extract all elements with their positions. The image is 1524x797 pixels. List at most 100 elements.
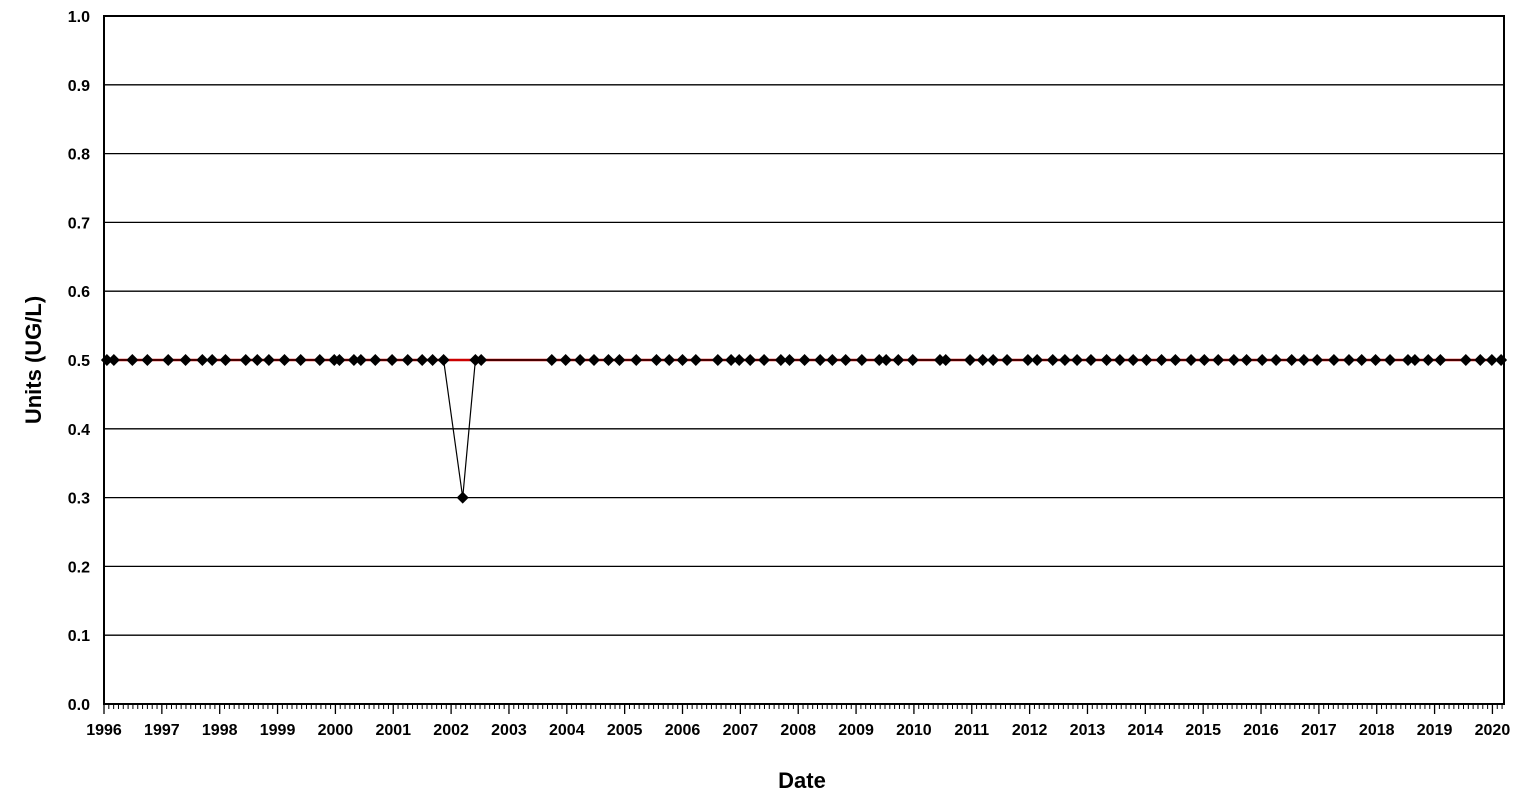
- data-point-marker: [1355, 354, 1368, 366]
- data-point-marker: [650, 354, 663, 366]
- x-tick-label-2: 1998: [202, 722, 238, 739]
- data-point-marker: [663, 354, 676, 366]
- data-point-marker: [1342, 354, 1355, 366]
- data-point-marker: [1155, 354, 1168, 366]
- data-point-marker: [1140, 354, 1153, 366]
- data-point-marker: [1113, 354, 1126, 366]
- x-tick-label-1: 1997: [144, 722, 180, 739]
- data-point-marker: [1058, 354, 1071, 366]
- y-tick-label-8: 0.8: [68, 147, 90, 164]
- x-tick-label-14: 2010: [896, 722, 932, 739]
- y-tick-label-2: 0.2: [68, 559, 90, 576]
- data-point-marker: [313, 354, 326, 366]
- data-point-marker: [1127, 354, 1140, 366]
- y-tick-label-7: 0.7: [68, 215, 90, 232]
- data-point-marker: [1495, 354, 1508, 366]
- x-tick-label-13: 2009: [838, 722, 874, 739]
- data-point-marker: [1001, 354, 1014, 366]
- data-point-marker: [602, 354, 615, 366]
- y-tick-label-6: 0.6: [68, 284, 90, 301]
- data-point-marker: [1270, 354, 1283, 366]
- y-tick-label-3: 0.3: [68, 491, 90, 508]
- data-point-marker: [456, 491, 469, 504]
- data-point-marker: [1408, 354, 1421, 366]
- data-point-marker: [939, 354, 952, 366]
- data-point-marker: [196, 354, 209, 366]
- data-point-marker: [826, 354, 839, 366]
- data-point-marker: [1459, 354, 1472, 366]
- data-point-marker: [798, 354, 811, 366]
- data-point-marker: [1071, 354, 1084, 366]
- data-point-marker: [251, 354, 264, 366]
- x-axis-title: Date: [778, 768, 826, 793]
- data-point-marker: [179, 354, 192, 366]
- x-tick-label-23: 2019: [1417, 722, 1453, 739]
- data-point-marker: [758, 354, 771, 366]
- x-tick-label-9: 2005: [607, 722, 643, 739]
- data-point-marker: [559, 354, 572, 366]
- data-point-marker: [416, 354, 429, 366]
- x-tick-label-22: 2018: [1359, 722, 1395, 739]
- data-point-marker: [162, 354, 175, 366]
- data-point-marker: [141, 354, 154, 366]
- data-point-marker: [278, 354, 291, 366]
- data-point-marker: [354, 354, 367, 366]
- y-tick-label-1: 0.1: [68, 628, 90, 645]
- x-tick-label-17: 2013: [1070, 722, 1106, 739]
- data-point-marker: [426, 354, 439, 366]
- x-tick-label-24: 2020: [1475, 722, 1511, 739]
- data-point-marker: [1100, 354, 1113, 366]
- data-point-marker: [1401, 354, 1414, 366]
- data-point-marker: [906, 354, 919, 366]
- data-point-marker: [725, 354, 738, 366]
- x-tick-label-16: 2012: [1012, 722, 1048, 739]
- x-tick-label-11: 2007: [723, 722, 759, 739]
- data-point-marker: [437, 354, 450, 366]
- data-point-marker: [1046, 354, 1059, 366]
- data-point-marker: [386, 354, 399, 366]
- x-tick-label-10: 2006: [665, 722, 701, 739]
- data-point-marker: [1212, 354, 1225, 366]
- data-point-marker: [839, 354, 852, 366]
- x-tick-label-0: 1996: [86, 722, 122, 739]
- data-point-marker: [613, 354, 626, 366]
- data-point-marker: [262, 354, 275, 366]
- data-point-marker: [333, 354, 346, 366]
- data-point-marker: [1485, 354, 1498, 366]
- data-point-marker: [588, 354, 600, 366]
- data-point-marker: [401, 354, 414, 366]
- x-tick-label-3: 1999: [260, 722, 296, 739]
- data-point-marker: [676, 354, 689, 366]
- data-point-marker: [1384, 354, 1397, 366]
- y-axis-ticks: 0.0 0.1 0.2 0.3 0.4 0.5 0.6 0.7 0.8 0.9 1.0: [68, 9, 90, 714]
- data-point-marker: [1227, 354, 1240, 366]
- data-point-marker: [1240, 354, 1253, 366]
- y-tick-label-4: 0.4: [68, 422, 90, 439]
- x-tick-label-8: 2004: [549, 722, 585, 739]
- data-point-marker: [369, 354, 382, 366]
- data-point-marker: [1434, 354, 1447, 366]
- y-tick-label-5: 0.5: [68, 353, 90, 370]
- data-point-marker: [1185, 354, 1198, 366]
- data-point-marker: [1031, 354, 1044, 366]
- data-point-marker: [1422, 354, 1435, 366]
- data-point-marker: [976, 354, 989, 366]
- data-point-marker: [107, 354, 120, 366]
- x-tick-label-7: 2003: [491, 722, 527, 739]
- data-point-marker: [873, 354, 886, 366]
- data-point-marker: [1327, 354, 1340, 366]
- data-point-marker: [630, 354, 643, 366]
- x-tick-label-6: 2002: [433, 722, 469, 739]
- data-point-marker: [1021, 354, 1034, 366]
- y-tick-label-9: 0.9: [68, 78, 90, 95]
- data-point-marker: [987, 354, 1000, 366]
- data-point-marker: [964, 354, 977, 366]
- data-point-marker: [1285, 354, 1298, 366]
- plot-area-border: [103, 15, 1505, 705]
- x-tick-label-15: 2011: [954, 722, 989, 739]
- x-tick-label-5: 2001: [375, 722, 411, 739]
- data-point-marker: [1256, 354, 1269, 366]
- x-tick-label-19: 2015: [1185, 722, 1221, 739]
- data-point-marker: [219, 354, 232, 366]
